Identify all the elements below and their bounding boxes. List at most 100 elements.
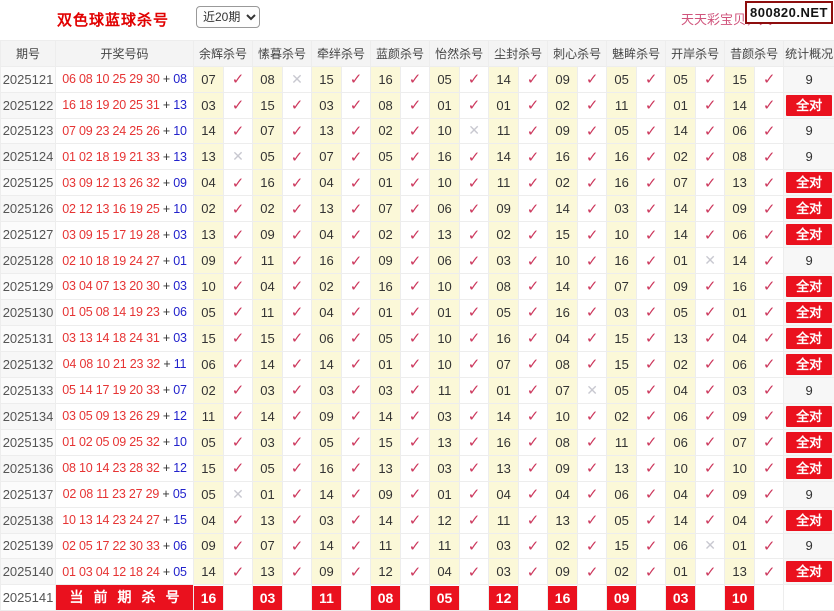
check-icon: ✓ bbox=[291, 253, 304, 270]
red-balls: 01 02 05 09 25 32 bbox=[62, 435, 159, 449]
red-balls: 03 05 09 13 26 29 bbox=[62, 409, 159, 423]
kill-number-cell: 09 bbox=[548, 559, 578, 585]
stats-cell: 9 bbox=[784, 66, 834, 92]
kill-result-cell: ✓ bbox=[696, 273, 725, 299]
kill-number-cell: 16 bbox=[312, 248, 342, 274]
check-icon: ✓ bbox=[586, 512, 599, 529]
kill-number-cell: 04 bbox=[548, 481, 578, 507]
kill-number-cell: 14 bbox=[253, 351, 283, 377]
kill-number-cell: 09 bbox=[194, 248, 224, 274]
kill-number-cell: 13 bbox=[489, 455, 519, 481]
check-icon: ✓ bbox=[409, 201, 422, 218]
kill-number-cell: 13 bbox=[312, 196, 342, 222]
kill-result-cell: ✓ bbox=[519, 248, 548, 274]
kill-result-cell: ✓ bbox=[578, 325, 607, 351]
check-icon: ✓ bbox=[350, 71, 363, 88]
kill-result-cell: ✓ bbox=[283, 273, 312, 299]
kill-result-cell: ✓ bbox=[519, 403, 548, 429]
stat-all-correct-badge: 全对 bbox=[786, 406, 832, 427]
kill-number-cell: 16 bbox=[548, 299, 578, 325]
kill-result-cell: ✓ bbox=[283, 507, 312, 533]
kill-number-cell: 05 bbox=[371, 144, 401, 170]
kill-number-cell: 04 bbox=[312, 299, 342, 325]
kill-result-cell: ✓ bbox=[401, 248, 430, 274]
kill-number-cell: 07 bbox=[312, 144, 342, 170]
check-icon: ✓ bbox=[291, 97, 304, 114]
kill-result-cell: ✓ bbox=[755, 455, 784, 481]
kill-number-cell: 14 bbox=[253, 403, 283, 429]
kill-result-cell: ✓ bbox=[283, 455, 312, 481]
kill-number-cell: 01 bbox=[371, 170, 401, 196]
kill-number-cell: 11 bbox=[489, 170, 519, 196]
period-cell: 2025138 bbox=[1, 507, 56, 533]
period-range-select[interactable]: 近20期 bbox=[196, 6, 260, 28]
kill-number-cell: 09 bbox=[312, 559, 342, 585]
kill-number-cell: 13 bbox=[430, 222, 460, 248]
check-icon: ✓ bbox=[763, 227, 776, 244]
kill-number-cell: 13 bbox=[607, 455, 637, 481]
check-icon: ✓ bbox=[350, 149, 363, 166]
kill-result-cell: ✓ bbox=[401, 325, 430, 351]
kill-number-cell: 01 bbox=[430, 481, 460, 507]
check-icon: ✓ bbox=[645, 512, 658, 529]
check-icon: ✓ bbox=[409, 538, 422, 555]
kill-result-cell: ✓ bbox=[696, 92, 725, 118]
kill-result-cell: ✓ bbox=[578, 144, 607, 170]
kill-result-cell: ✓ bbox=[519, 118, 548, 144]
check-icon: ✓ bbox=[645, 175, 658, 192]
kill-result-cell: ✓ bbox=[460, 222, 489, 248]
blue-ball: 13 bbox=[173, 98, 187, 112]
kill-number-cell: 04 bbox=[666, 481, 696, 507]
check-icon: ✓ bbox=[527, 382, 540, 399]
check-icon: ✓ bbox=[468, 486, 481, 503]
winning-numbers: 03 05 09 13 26 29 + 12 bbox=[56, 403, 194, 429]
winning-numbers: 01 02 18 19 21 33 + 13 bbox=[56, 144, 194, 170]
kill-result-cell: ✓ bbox=[578, 455, 607, 481]
kill-result-cell: ✓ bbox=[460, 196, 489, 222]
check-icon: ✓ bbox=[409, 512, 422, 529]
kill-result-cell: ✓ bbox=[637, 92, 666, 118]
stat-count: 9 bbox=[806, 72, 813, 87]
kill-result-cell: ✓ bbox=[283, 92, 312, 118]
plus-sign: + bbox=[163, 254, 170, 268]
kill-result-cell: ✓ bbox=[519, 222, 548, 248]
kill-result-cell: ✓ bbox=[696, 481, 725, 507]
check-icon: ✓ bbox=[645, 227, 658, 244]
kill-result-cell: ✓ bbox=[519, 66, 548, 92]
kill-number-cell: 09 bbox=[194, 533, 224, 559]
kill-number-cell: 06 bbox=[725, 118, 755, 144]
kill-number-cell: 05 bbox=[253, 455, 283, 481]
kill-number-cell: 14 bbox=[371, 507, 401, 533]
kill-result-cell: ✓ bbox=[283, 299, 312, 325]
kill-number-cell: 04 bbox=[548, 325, 578, 351]
check-icon: ✓ bbox=[291, 460, 304, 477]
kill-number-cell: 02 bbox=[253, 196, 283, 222]
check-icon: ✓ bbox=[586, 408, 599, 425]
kill-number-cell: 07 bbox=[607, 273, 637, 299]
kill-number-cell: 10 bbox=[430, 325, 460, 351]
kill-result-cell: ✓ bbox=[224, 533, 253, 559]
kill-number-cell: 16 bbox=[607, 248, 637, 274]
kill-number-cell: 09 bbox=[725, 481, 755, 507]
blue-ball: 03 bbox=[173, 331, 187, 345]
red-balls: 02 08 11 23 27 29 bbox=[63, 487, 159, 501]
kill-result-cell: ✓ bbox=[578, 222, 607, 248]
kill-number-cell: 05 bbox=[489, 299, 519, 325]
kill-result-cell: ✓ bbox=[401, 196, 430, 222]
check-icon: ✓ bbox=[291, 434, 304, 451]
kill-result-cell: ✓ bbox=[342, 559, 371, 585]
check-icon: ✓ bbox=[350, 253, 363, 270]
col-header-expert-1: 愫暮杀号 bbox=[253, 41, 312, 67]
kill-result-cell: ✓ bbox=[519, 92, 548, 118]
kill-result-cell: ✓ bbox=[519, 170, 548, 196]
check-icon: ✓ bbox=[586, 538, 599, 555]
kill-result-cell: ✓ bbox=[755, 170, 784, 196]
check-icon: ✓ bbox=[704, 486, 717, 503]
kill-result-cell: ✓ bbox=[224, 325, 253, 351]
kill-number-cell: 05 bbox=[607, 507, 637, 533]
kill-result-cell: ✓ bbox=[519, 559, 548, 585]
blue-ball: 03 bbox=[173, 279, 187, 293]
stat-count: 9 bbox=[806, 487, 813, 502]
